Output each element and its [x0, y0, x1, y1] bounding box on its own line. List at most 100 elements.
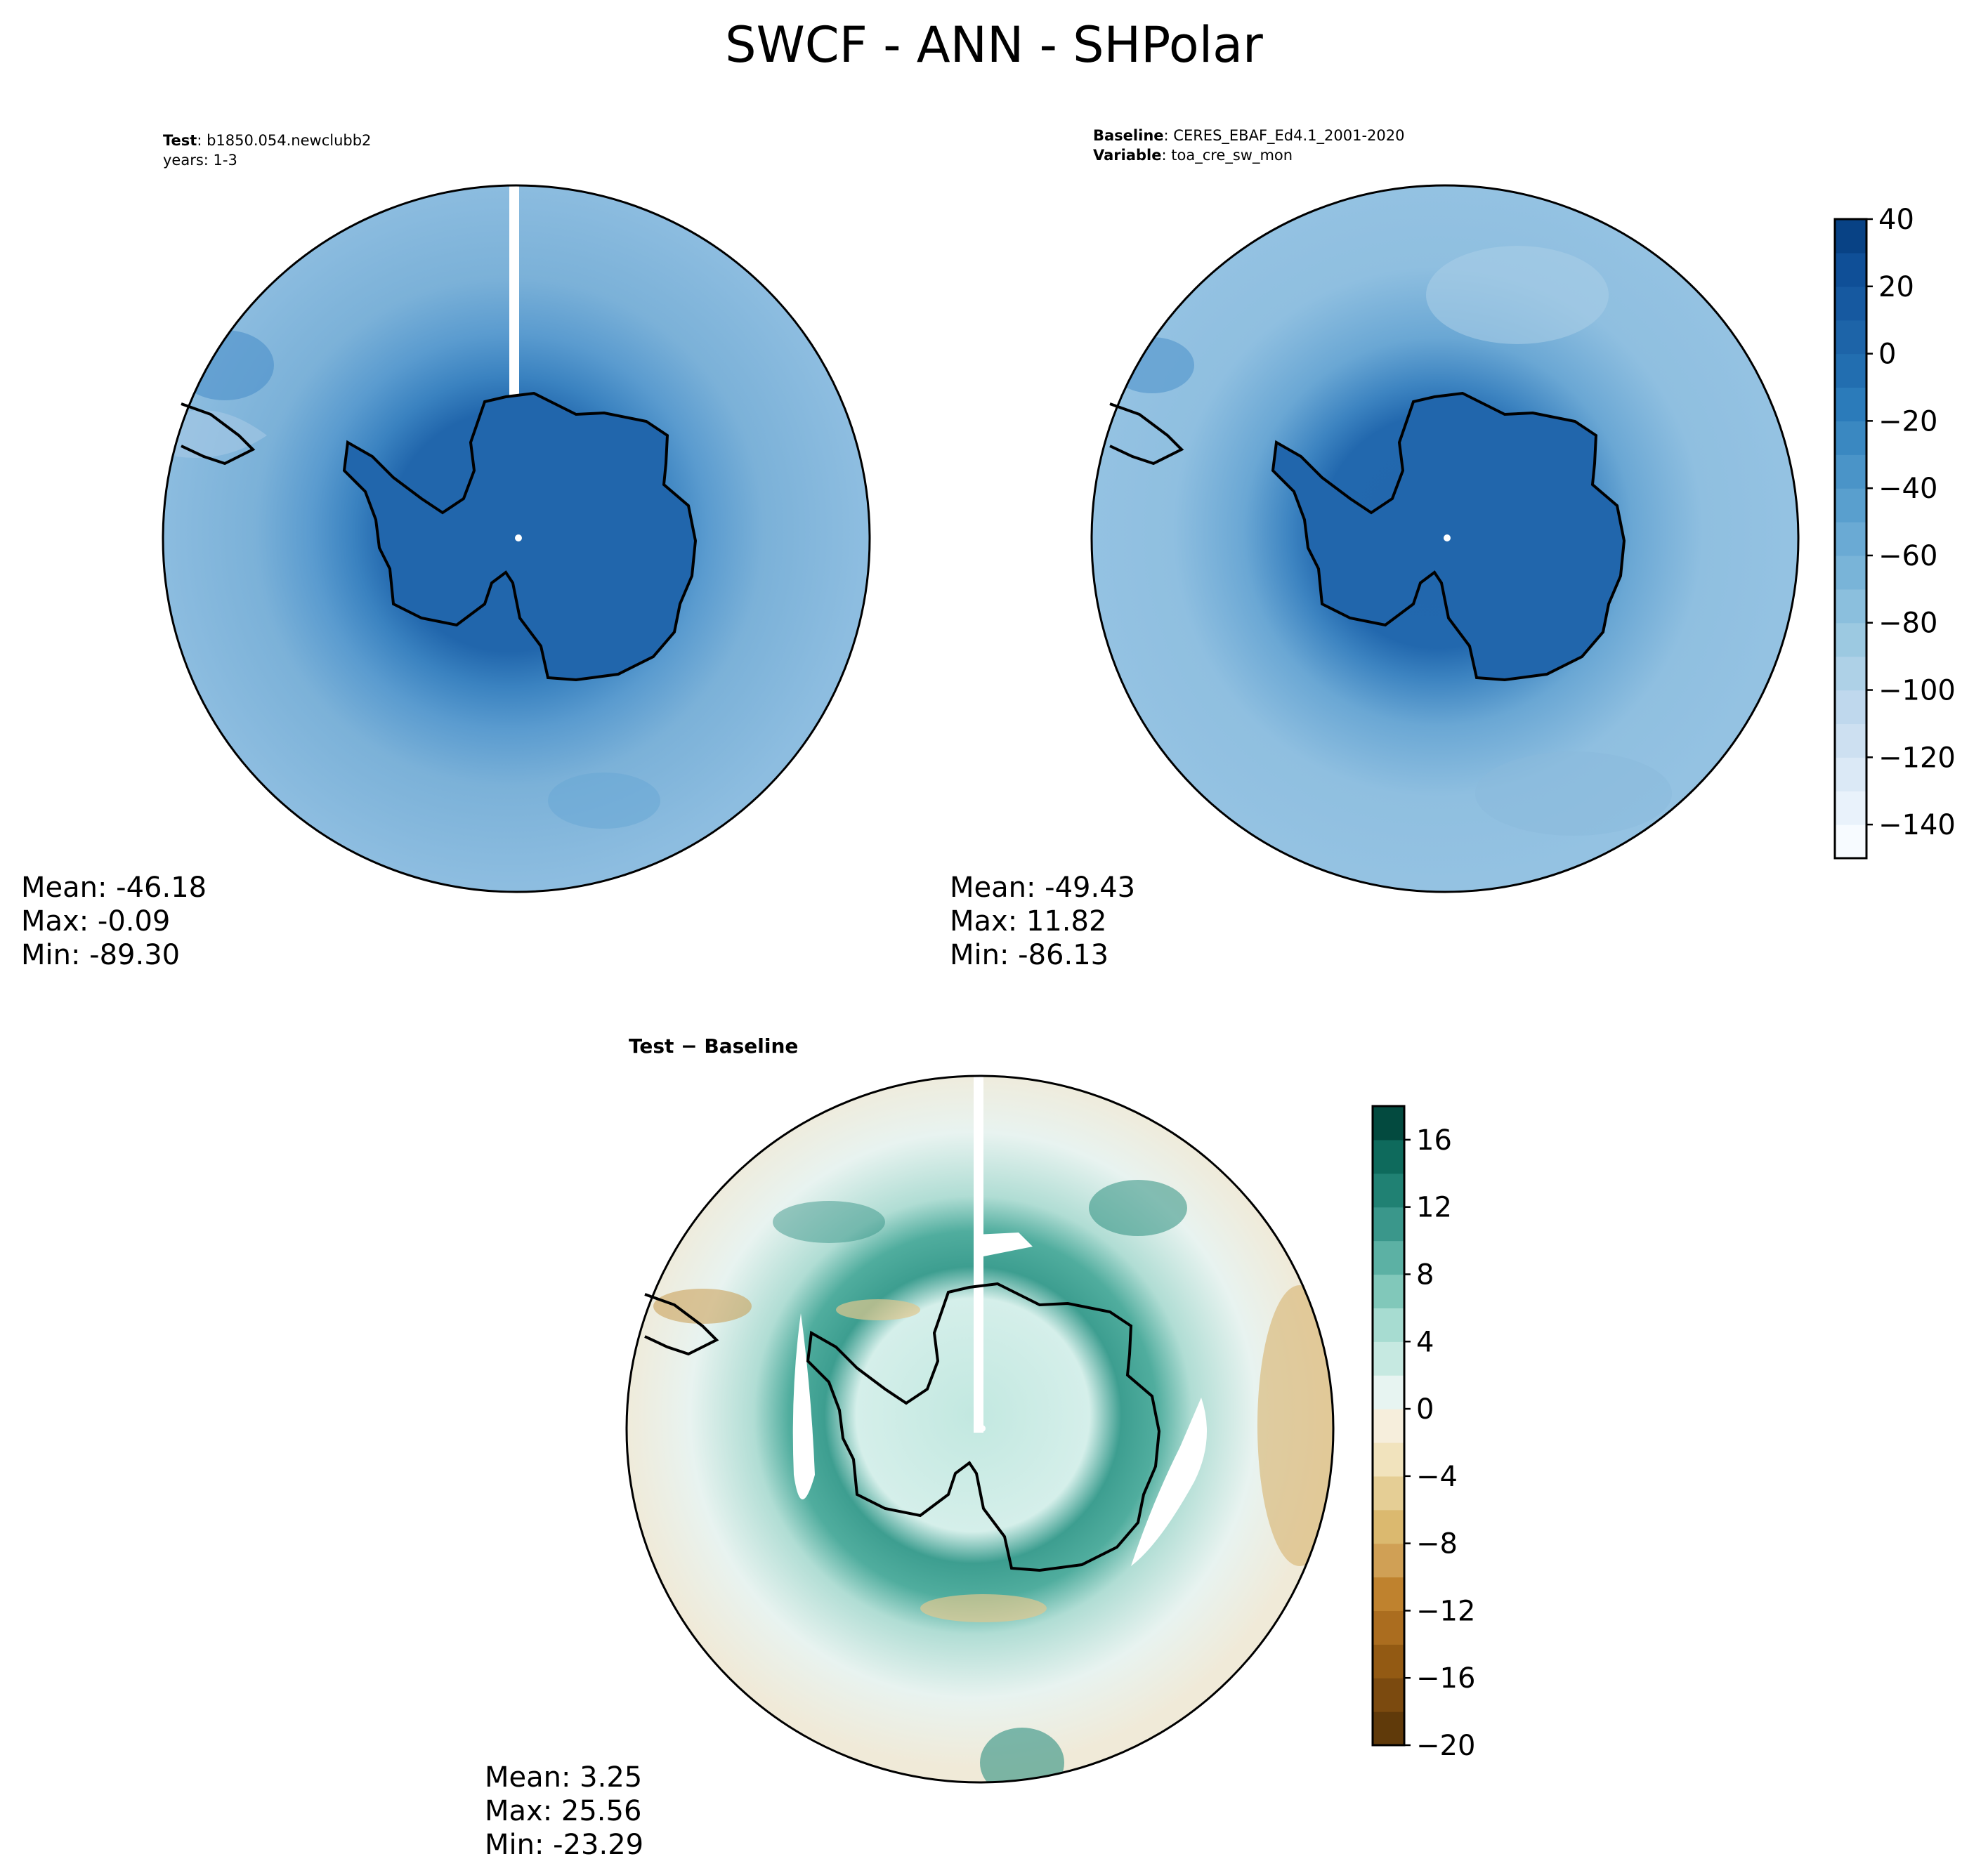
main-colorbar-tick-label: −100 — [1878, 675, 1956, 707]
diff-colorbar-segment — [1373, 1610, 1404, 1645]
diff-colorbar-segment — [1373, 1476, 1404, 1511]
main-colorbar-segment — [1835, 387, 1866, 421]
diff-colorbar-segment — [1373, 1711, 1404, 1746]
diff-panel-title: Test − Baseline — [629, 1034, 798, 1058]
diff-title-op: − — [681, 1034, 698, 1058]
main-colorbar-segment — [1835, 622, 1866, 657]
diff-colorbar-segment — [1373, 1274, 1404, 1308]
test-max: Max: -0.09 — [21, 905, 171, 938]
main-colorbar-tick-label: −80 — [1878, 607, 1937, 640]
main-colorbar-segment — [1835, 320, 1866, 355]
diff-colorbar-segment — [1373, 1308, 1404, 1342]
main-colorbar-frame — [1833, 218, 1868, 860]
diff-colorbar-tick-label: −20 — [1416, 1730, 1475, 1762]
variable-label: Variable — [1093, 147, 1162, 164]
baseline-stats: Mean: -49.43 Max: 11.82 Min: -86.13 — [950, 871, 1135, 972]
diff-colorbar-tick-label: 12 — [1416, 1192, 1452, 1224]
main-colorbar-segment — [1835, 522, 1866, 556]
diff-colorbar-segment — [1373, 1207, 1404, 1242]
baseline-ocean-patch — [1426, 246, 1609, 344]
diff-colorbar-segment — [1373, 1409, 1404, 1443]
diff-missing-strip — [974, 1076, 983, 1433]
main-colorbar-segment — [1835, 757, 1866, 791]
test-stats: Mean: -46.18 Max: -0.09 Min: -89.30 — [21, 871, 207, 972]
baseline-max: Max: 11.82 — [950, 905, 1107, 938]
diff-positive-patch — [1089, 1180, 1187, 1236]
diff-map — [625, 1074, 1335, 1784]
diff-colorbar-tick-label: 4 — [1416, 1326, 1434, 1358]
diff-negative-patch — [653, 1289, 752, 1324]
diff-colorbar-segment — [1373, 1509, 1404, 1544]
main-colorbar-segment — [1835, 488, 1866, 523]
main-colorbar: 40 20 0 −20 −40 −60 −80 −100 −120 −140 — [1833, 204, 1956, 860]
test-south-america-coastline — [181, 402, 256, 466]
diff-colorbar-segment — [1373, 1543, 1404, 1578]
diff-min: Min: -23.29 — [485, 1829, 644, 1861]
diff-colorbar-segment — [1373, 1678, 1404, 1712]
diff-missing-region — [1131, 1398, 1207, 1566]
test-map — [162, 184, 871, 893]
test-min: Min: -89.30 — [21, 939, 181, 971]
diff-negative-patch — [1257, 1285, 1333, 1566]
test-name: b1850.054.newclubb2 — [207, 132, 372, 149]
diff-stats: Mean: 3.25 Max: 25.56 Min: -23.29 — [485, 1761, 643, 1862]
main-colorbar-segment — [1835, 656, 1866, 691]
test-ocean-patch — [163, 410, 267, 458]
test-ocean-patch — [548, 773, 660, 829]
test-label: Test — [163, 132, 197, 149]
diff-pole-marker — [979, 1425, 986, 1432]
main-colorbar-segment — [1835, 252, 1866, 287]
main-colorbar-tick-label: −140 — [1878, 809, 1956, 841]
main-colorbar-tick-label: 40 — [1878, 204, 1914, 236]
diff-mean: Mean: 3.25 — [485, 1761, 643, 1794]
diff-colorbar-tick-label: 0 — [1416, 1393, 1434, 1426]
main-colorbar-tick-label: −60 — [1878, 540, 1937, 572]
diff-max: Max: 25.56 — [485, 1795, 642, 1827]
variable-name: toa_cre_sw_mon — [1171, 147, 1293, 164]
main-colorbar-segment — [1835, 421, 1866, 455]
main-colorbar-segment — [1835, 454, 1866, 489]
diff-colorbar-tick-label: −16 — [1416, 1662, 1475, 1695]
main-colorbar-tick-label: −40 — [1878, 473, 1937, 505]
diff-negative-patch — [836, 1299, 920, 1320]
diff-antarctica-coastline — [806, 1282, 1161, 1572]
baseline-name: CERES_EBAF_Ed4.1_2001-2020 — [1173, 127, 1405, 144]
test-years: years: 1-3 — [163, 152, 237, 169]
diff-positive-patch — [773, 1201, 885, 1243]
main-colorbar-segment — [1835, 589, 1866, 624]
diff-negative-patch — [920, 1594, 1047, 1622]
baseline-south-america-coastline — [1109, 402, 1184, 466]
diff-colorbar-segment — [1373, 1577, 1404, 1612]
main-colorbar-segment — [1835, 286, 1866, 321]
diff-title-baseline: Baseline — [704, 1034, 799, 1058]
main-colorbar-segment — [1835, 219, 1866, 254]
diff-colorbar-segment — [1373, 1173, 1404, 1208]
test-panel-header: Test: b1850.054.newclubb2 years: 1-3 — [163, 132, 372, 169]
diff-colorbar-tick-label: 8 — [1416, 1258, 1434, 1291]
diff-title-test: Test — [629, 1034, 674, 1058]
diff-colorbar-tick-label: 16 — [1416, 1124, 1452, 1157]
baseline-pole-marker — [1444, 534, 1451, 541]
main-colorbar-tick-label: 0 — [1878, 339, 1896, 371]
diff-colorbar-tick-label: −12 — [1416, 1595, 1475, 1627]
diff-missing-region — [792, 1313, 815, 1499]
baseline-mean: Mean: -49.43 — [950, 872, 1136, 904]
diff-colorbar-segment — [1373, 1139, 1404, 1174]
main-colorbar-segment — [1835, 723, 1866, 758]
main-colorbar-segment — [1835, 690, 1866, 725]
diff-colorbar-tick-label: −8 — [1416, 1528, 1458, 1560]
baseline-panel-header: Baseline: CERES_EBAF_Ed4.1_2001-2020 Var… — [1093, 127, 1405, 164]
diff-south-america-coastline — [644, 1293, 719, 1356]
main-colorbar-segment — [1835, 353, 1866, 388]
diff-colorbar-segment — [1373, 1240, 1404, 1275]
baseline-ocean-patch — [1110, 337, 1194, 393]
main-colorbar-segment — [1835, 824, 1866, 859]
diff-colorbar-frame — [1371, 1105, 1406, 1747]
main-colorbar-segment — [1835, 791, 1866, 825]
test-map-boundary — [162, 184, 871, 893]
baseline-map — [1090, 184, 1800, 893]
figure-title: SWCF - ANN - SHPolar — [725, 16, 1263, 74]
main-colorbar-tick-label: 20 — [1878, 271, 1914, 303]
diff-colorbar-segment — [1373, 1341, 1404, 1376]
